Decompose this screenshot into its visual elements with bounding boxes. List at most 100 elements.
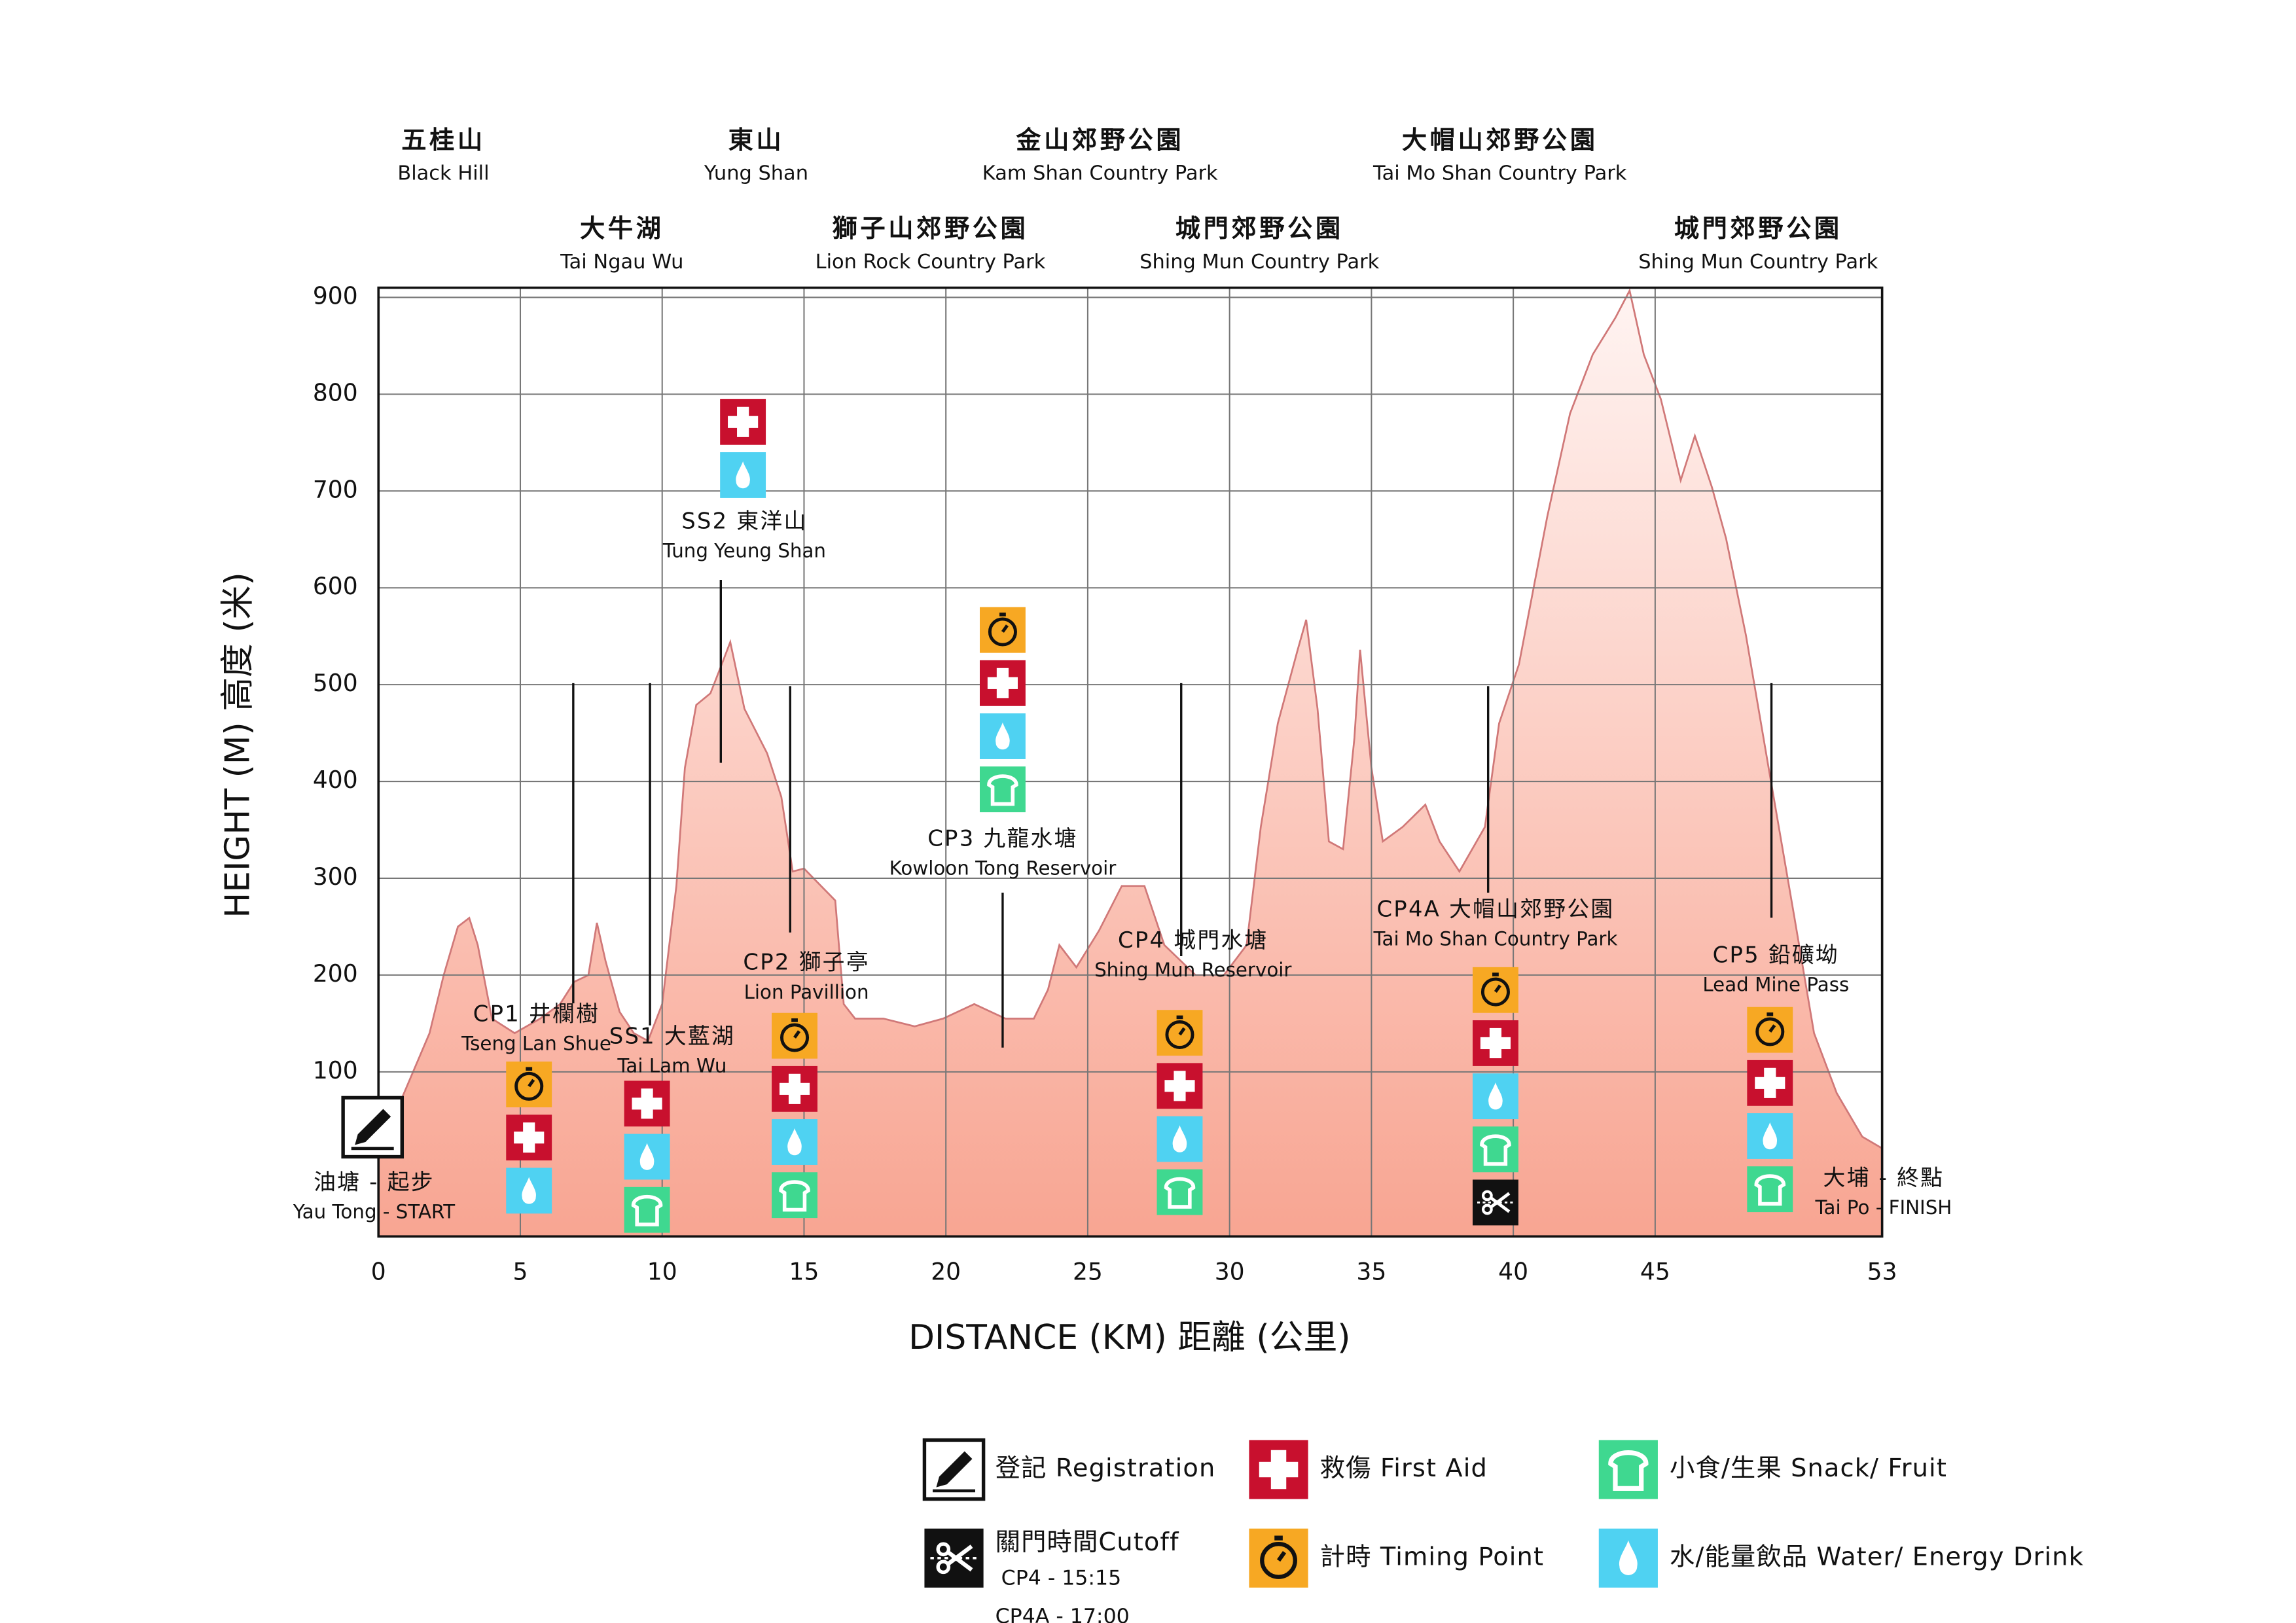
x-tick-label: 35 (1356, 1258, 1386, 1286)
icon-water (1473, 1073, 1518, 1120)
checkpoint-english: Tai Mo Shan Country Park (1372, 928, 1617, 950)
checkpoint-english: Tai Lam Wu (617, 1055, 726, 1077)
cross (728, 416, 759, 428)
finish-english: Tai Po - FINISH (1814, 1196, 1952, 1219)
cutoff-time: CP4A - 17:00 (996, 1605, 1130, 1623)
scissor-ring (936, 1560, 951, 1575)
icon-aid (506, 1115, 552, 1161)
checkpoint-name: CP5 鉛礦坳 (1713, 942, 1839, 967)
park-english: Tai Mo Shan Country Park (1372, 162, 1627, 185)
drop (736, 461, 750, 489)
icon-cutoff (924, 1528, 984, 1588)
x-tick-label: 0 (371, 1258, 386, 1286)
scissor-blade (946, 1544, 973, 1566)
drop (996, 722, 1010, 750)
icon-water (1747, 1113, 1793, 1159)
x-tick-label: 40 (1498, 1258, 1528, 1286)
checkpoint-english: Lead Mine Pass (1702, 974, 1849, 996)
start-english: Yau Tong - START (293, 1201, 455, 1223)
y-tick-label: 100 (313, 1057, 358, 1084)
watch (1260, 1542, 1297, 1579)
icon-cutoff (1473, 1179, 1518, 1226)
y-tick-label: 400 (313, 766, 358, 794)
checkpoint-name: CP4 城門水塘 (1118, 927, 1268, 953)
park-name: 金山郊野公園 (1016, 126, 1184, 155)
legend-label: 登記 Registration (996, 1454, 1216, 1483)
icon-reg (922, 1438, 986, 1501)
cross (514, 1132, 545, 1144)
park-name: 大牛湖 (580, 214, 664, 243)
icon-snack (624, 1186, 670, 1233)
cross (1164, 1080, 1195, 1092)
park-english: Black Hill (397, 162, 489, 185)
y-tick-label: 600 (313, 573, 358, 600)
watch-hand (793, 1030, 801, 1039)
scissor-ring (1481, 1204, 1493, 1215)
checkpoint-name: CP4A 大帽山郊野公園 (1376, 897, 1614, 922)
park-english: Yung Shan (704, 162, 808, 185)
icon-aid (720, 399, 766, 445)
watch-hand (1494, 984, 1501, 993)
drop (1619, 1540, 1638, 1575)
checkpoint-english: Tung Yeung Shan (662, 540, 826, 562)
bread (1608, 1450, 1649, 1491)
icon-aid (1747, 1060, 1793, 1106)
bread (631, 1194, 663, 1226)
checkpoint-english: Shing Mun Reservoir (1094, 959, 1292, 981)
checkpoint-name: CP2 獅子亭 (743, 950, 869, 975)
watch-knob (1767, 1012, 1774, 1016)
y-axis-title: HEIGHT (M) 高度 (米) (218, 572, 257, 918)
finish-name: 大埔 - 終點 (1823, 1165, 1945, 1190)
icon-aid (979, 660, 1026, 706)
icon-bg (922, 1438, 986, 1501)
icon-snack (1473, 1126, 1518, 1173)
icon-reg (341, 1096, 404, 1159)
icon-timing (1157, 1010, 1203, 1056)
watch-knob (1176, 1015, 1183, 1020)
park-english: Tai Ngau Wu (560, 251, 683, 274)
x-tick-label: 20 (931, 1258, 961, 1286)
icon-aid (624, 1080, 670, 1127)
x-tick-label: 25 (1073, 1258, 1103, 1286)
x-tick-label: 10 (647, 1258, 677, 1286)
icon-water (1598, 1528, 1658, 1588)
icon-water (720, 452, 766, 498)
cross (1755, 1077, 1785, 1089)
cutoff-time: CP4 - 15:15 (1001, 1566, 1121, 1590)
drop (1488, 1082, 1503, 1110)
park-name: 獅子山郊野公園 (833, 214, 1029, 243)
checkpoint-english: Tseng Lan Shue (461, 1033, 611, 1055)
bread (1754, 1174, 1786, 1206)
park-name: 東山 (728, 126, 785, 155)
icon-snack (1157, 1169, 1203, 1215)
x-tick-label: 45 (1640, 1258, 1670, 1286)
icon-aid (1157, 1063, 1203, 1109)
watch (988, 617, 1017, 647)
icon-snack (772, 1172, 817, 1219)
legend-label: 關門時間Cutoff (996, 1527, 1179, 1557)
watch (1165, 1020, 1194, 1049)
icon-water (1157, 1116, 1203, 1162)
park-english: Lion Rock Country Park (816, 251, 1046, 274)
plot-frame (377, 286, 1884, 1238)
checkpoint-name: CP1 井欄樹 (473, 1001, 600, 1027)
start-name: 油塘 - 起步 (314, 1169, 435, 1195)
watch-knob (1492, 972, 1499, 976)
y-tick-label: 800 (313, 379, 358, 406)
pencil (355, 1109, 391, 1145)
cross (632, 1097, 662, 1110)
x-axis-title: DISTANCE (KM) 距離 (公里) (908, 1318, 1350, 1357)
drop (1172, 1125, 1187, 1152)
icon-timing (1473, 967, 1518, 1013)
bread (987, 774, 1018, 806)
icon-timing (1747, 1007, 1793, 1053)
checkpoint-english: Lion Pavillion (744, 981, 869, 1003)
y-tick-label: 700 (313, 476, 358, 503)
park-name: 五桂山 (401, 126, 485, 155)
park-name: 大帽山郊野公園 (1402, 126, 1598, 155)
elevation-area (378, 291, 1882, 1237)
park-english: Shing Mun Country Park (1638, 251, 1878, 274)
x-tick-label: 15 (789, 1258, 819, 1286)
